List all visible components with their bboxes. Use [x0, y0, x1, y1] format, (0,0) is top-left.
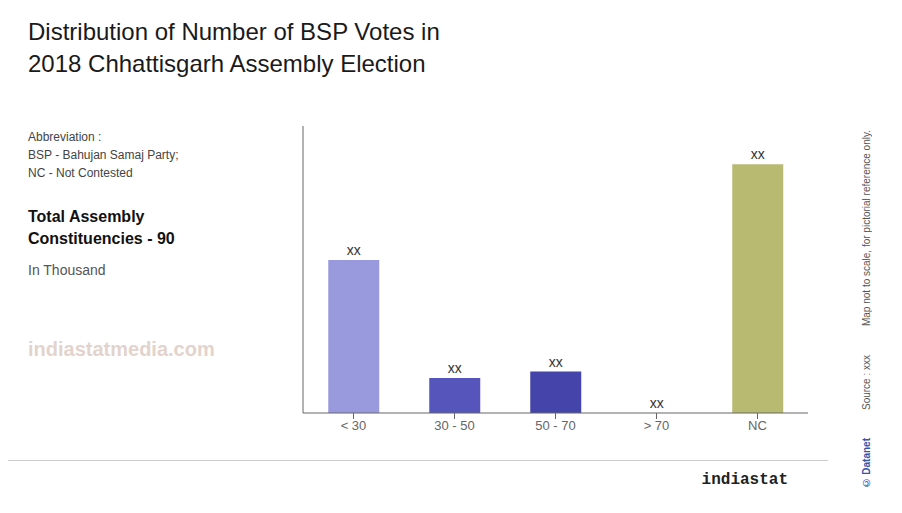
html-text:Constituencies - 90: Constituencies - 90	[28, 230, 175, 247]
html-text:NC - Not Contested: NC - Not Contested	[28, 166, 133, 180]
svg-text:xx: xx	[448, 360, 462, 376]
html-text:In Thousand: In Thousand	[28, 262, 106, 278]
svg-text:> 70: > 70	[644, 418, 670, 433]
svg-text:xx: xx	[650, 395, 664, 411]
svg-text:30 - 50: 30 - 50	[434, 418, 474, 433]
html-text:2018 Chhattisgarh Assembly Ele: 2018 Chhattisgarh Assembly Election	[28, 50, 426, 77]
html-text:indiastat: indiastat	[701, 470, 788, 489]
svg-text:50 - 70: 50 - 70	[535, 418, 575, 433]
html-text:© Datanet: © Datanet	[860, 437, 872, 488]
svg-text:NC: NC	[748, 418, 767, 433]
html-text:Abbreviation :: Abbreviation :	[28, 130, 102, 144]
html-text:Map not to scale, for pictoria: Map not to scale, for pictorial referenc…	[860, 130, 872, 327]
html-text:BSP - Bahujan Samaj Party;: BSP - Bahujan Samaj Party;	[28, 148, 179, 162]
html-text:Source : xxx: Source : xxx	[860, 354, 872, 410]
svg-text:< 30: < 30	[341, 418, 367, 433]
html-text:Distribution of Number of BSP: Distribution of Number of BSP Votes in	[28, 18, 440, 45]
html-text:Total Assembly: Total Assembly	[28, 208, 145, 225]
svg-text:xx: xx	[751, 146, 765, 162]
html-text:indiastatmedia.com: indiastatmedia.com	[28, 338, 215, 360]
svg-text:xx: xx	[347, 242, 361, 258]
svg-text:xx: xx	[549, 354, 563, 370]
